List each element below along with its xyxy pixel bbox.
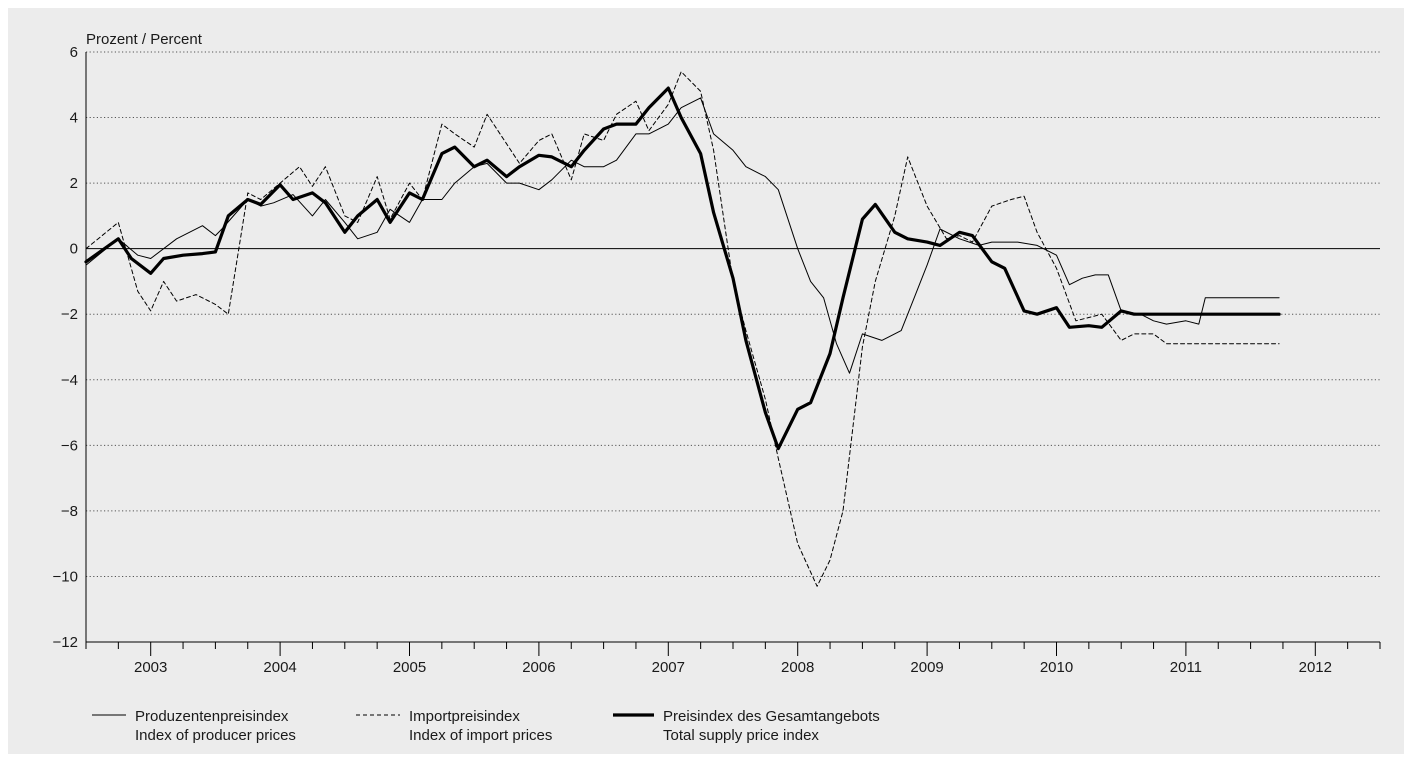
x-tick-label: 2011 [1170, 659, 1202, 676]
legend-label-total-de: Preisindex des Gesamtangebots [663, 708, 880, 725]
y-tick-label: 6 [70, 44, 78, 61]
x-tick-label: 2005 [393, 659, 426, 676]
x-tick-label: 2004 [263, 659, 296, 676]
y-tick-label: −10 [53, 568, 78, 585]
y-tick-label: 0 [70, 241, 78, 258]
legend-item-import: Importpreisindex Index of import prices [356, 708, 552, 744]
series-lines [84, 71, 1281, 587]
y-tick-label: −2 [61, 306, 78, 323]
x-tick-label: 2010 [1040, 659, 1073, 676]
chart-background [8, 8, 1404, 754]
x-tick-label: 2003 [134, 659, 167, 676]
x-tick-label: 2006 [522, 659, 555, 676]
series-line-total [84, 86, 1281, 451]
legend-label-producer-de: Produzentenpreisindex [135, 708, 289, 725]
x-tick-label: 2007 [652, 659, 685, 676]
y-tick-label: −4 [61, 372, 78, 389]
legend-item-total: Preisindex des Gesamtangebots Total supp… [613, 708, 880, 744]
x-axis: 2003 2004 2005 2006 2007 2008 2009 2010 2011 2012 [85, 52, 1381, 676]
y-axis-ticks: 6 4 2 0 −2 −4 −6 −8 −10 −12 [53, 44, 78, 651]
x-tick-label: 2009 [910, 659, 943, 676]
x-tick-label: 2008 [781, 659, 814, 676]
grid-lines [86, 51, 1380, 577]
legend-label-import-en: Index of import prices [409, 727, 552, 744]
y-tick-label: −6 [61, 437, 78, 454]
x-tick-label: 2012 [1299, 659, 1332, 676]
y-tick-label: 4 [70, 110, 78, 127]
legend-label-total-en: Total supply price index [663, 727, 819, 744]
chart-frame: Prozent / Percent 6 4 2 0 −2 −4 −6 −8 −10 −12 200… [8, 8, 1404, 754]
y-tick-label: −12 [53, 634, 78, 651]
legend-item-producer: Produzentenpreisindex Index of producer … [92, 708, 296, 744]
y-axis-title: Prozent / Percent [86, 31, 203, 48]
chart-svg: Prozent / Percent 6 4 2 0 −2 −4 −6 −8 −10 −12 200… [8, 8, 1404, 754]
series-line-producer [85, 97, 1280, 374]
legend-label-producer-en: Index of producer prices [135, 727, 296, 744]
y-tick-label: 2 [70, 175, 78, 192]
y-tick-label: −8 [61, 503, 78, 520]
legend: Produzentenpreisindex Index of producer … [92, 708, 880, 744]
series-line-import [85, 71, 1280, 587]
legend-label-import-de: Importpreisindex [409, 708, 520, 725]
